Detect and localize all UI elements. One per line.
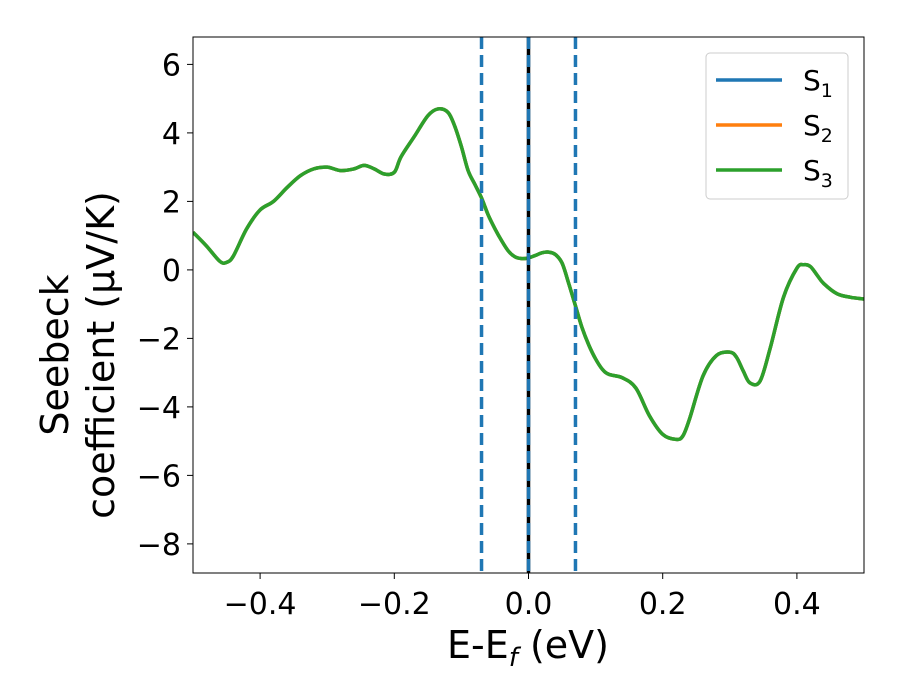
legend-label-s3: S3 [803, 154, 833, 192]
series-line-s3 [193, 107, 864, 442]
legend-label-s2: S2 [803, 109, 833, 147]
x-tick-label: 0.4 [773, 587, 821, 622]
legend-label-s1: S1 [803, 64, 833, 102]
y-tick-label: −4 [137, 391, 181, 426]
x-tick-label: 0.2 [639, 587, 687, 622]
y-axis-ticks: −8 −6 −4 −2 0 2 4 6 [137, 48, 193, 563]
y-tick-label: 2 [162, 185, 181, 220]
legend: S1 S2 S3 [705, 52, 849, 200]
y-axis-label-line1: Seebeck [33, 274, 77, 435]
y-tick-label: −2 [137, 322, 181, 357]
y-tick-label: −6 [137, 459, 181, 494]
plot-layer [193, 37, 864, 573]
y-tick-label: 6 [162, 48, 181, 83]
x-tick-label: −0.2 [358, 587, 431, 622]
x-tick-label: 0.0 [505, 587, 553, 622]
plot-area [193, 37, 864, 573]
x-axis-label: E-Ef (eV) [447, 623, 609, 673]
y-tick-label: −8 [137, 528, 181, 563]
x-axis-ticks: −0.4 −0.2 0.0 0.2 0.4 [224, 573, 821, 622]
x-tick-label: −0.4 [224, 587, 297, 622]
y-tick-label: 0 [162, 254, 181, 289]
y-axis-label-line2: coefficient (μV/K) [79, 191, 123, 519]
y-tick-label: 4 [162, 117, 181, 152]
y-axis-label: Seebeck coefficient (μV/K) [33, 191, 123, 519]
